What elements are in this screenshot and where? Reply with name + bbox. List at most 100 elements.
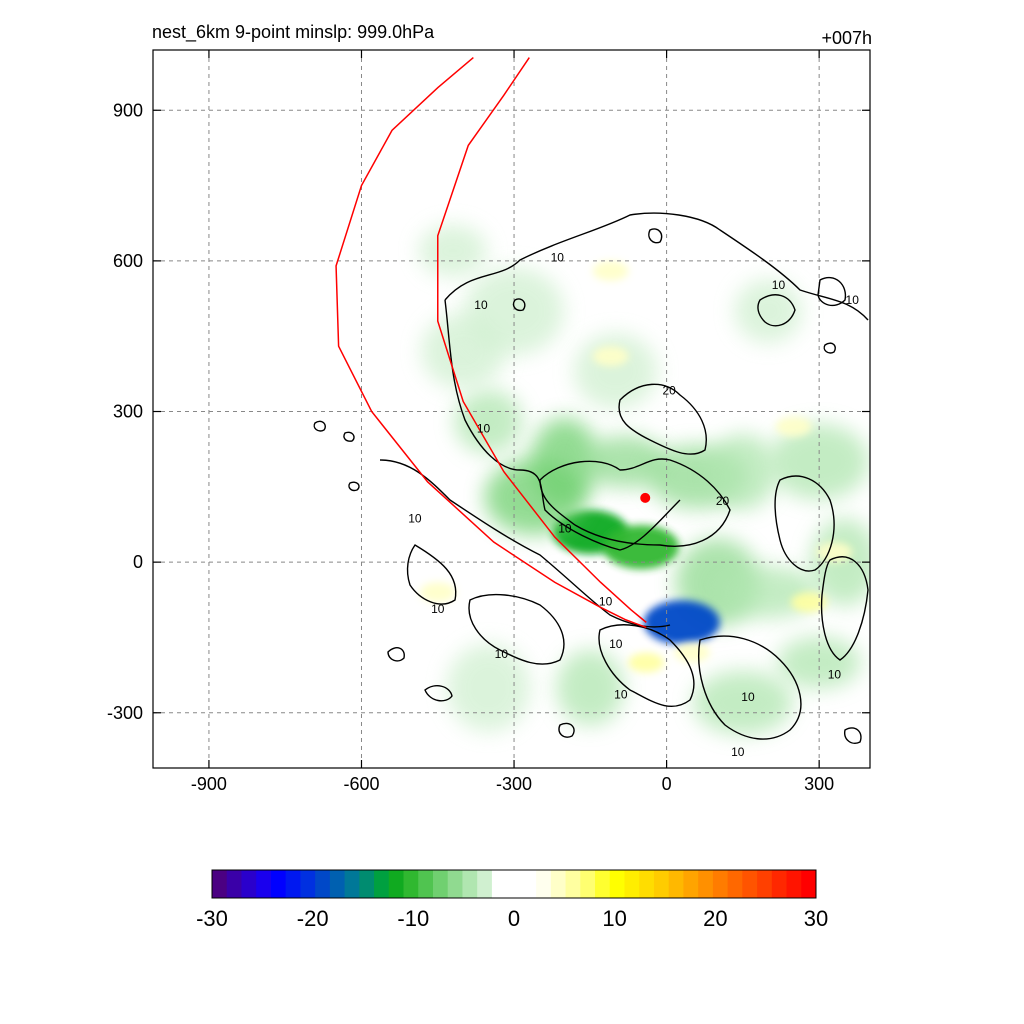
contour-label: 10 <box>772 278 786 292</box>
contour-small10 <box>844 727 862 744</box>
shading-blob-negative <box>530 417 599 506</box>
contour-small5 <box>387 647 405 662</box>
x-axis: -900 -600 -300 0 300 <box>191 50 834 794</box>
contour-ne1 <box>757 294 796 327</box>
colorbar-swatch <box>639 870 655 898</box>
y-tick-label: 0 <box>133 552 143 572</box>
colorbar-swatch <box>786 870 802 898</box>
contour-label: 10 <box>474 298 488 312</box>
contour-south2 <box>598 624 695 707</box>
colorbar-swatch <box>609 870 625 898</box>
colorbar-swatch <box>300 870 316 898</box>
shading-blob-negative <box>556 649 625 726</box>
y-tick-label: -300 <box>107 703 143 723</box>
contour-small2 <box>343 431 355 442</box>
colorbar-swatch <box>462 870 478 898</box>
shading-blob-negative <box>708 433 777 510</box>
shading-blob-positive <box>628 652 665 673</box>
colorbar-tick-label: 0 <box>508 906 520 931</box>
track-line-2 <box>437 57 647 623</box>
contour-small6 <box>823 342 836 354</box>
contour-label: 10 <box>558 522 572 536</box>
colorbar-swatch <box>285 870 301 898</box>
colorbar-swatch <box>388 870 405 898</box>
contour-sw <box>379 459 671 628</box>
contour-label: 10 <box>495 647 509 661</box>
colorbar-swatch <box>683 870 699 898</box>
colorbar-swatch <box>624 870 640 898</box>
colorbar: -30 -20 -10 0 10 20 30 <box>196 869 828 931</box>
plot-frame <box>152 49 871 769</box>
contour-south1 <box>468 593 565 665</box>
colorbar-swatch <box>801 870 817 898</box>
shading-blob-positive <box>790 592 827 613</box>
contour-labels: 10 10 10 10 20 10 20 10 10 10 10 10 10 10 10 10 10 <box>408 251 859 760</box>
plot-area: 10 10 10 10 20 10 20 10 10 10 10 10 10 10 10 10 10 <box>153 50 870 768</box>
plot-title: nest_6km 9-point minslp: 999.0hPa <box>152 22 435 43</box>
colorbar-swatch <box>447 870 463 898</box>
contour-sw2 <box>406 544 457 605</box>
shading-blob-negative <box>419 224 488 277</box>
contour-southeast <box>698 635 802 740</box>
colorbar-swatch <box>226 870 242 898</box>
colorbar-swatch <box>506 870 522 898</box>
colorbar-swatch <box>344 870 360 898</box>
x-tick-label: -600 <box>343 774 379 794</box>
colorbar-swatch <box>698 870 714 898</box>
colorbar-tick-label: -30 <box>196 906 228 931</box>
shading-blob-positive <box>419 582 456 603</box>
contour-label: 10 <box>408 512 422 526</box>
contour-label: 10 <box>477 421 491 435</box>
colorbar-swatch <box>432 870 449 898</box>
y-tick-label: 600 <box>113 251 143 271</box>
colorbar-swatch <box>712 870 729 898</box>
x-tick-label: 0 <box>662 774 672 794</box>
contour-label: 10 <box>609 637 623 651</box>
shading-blob-positive <box>816 542 853 563</box>
colorbar-swatch <box>727 870 743 898</box>
contour-small1 <box>313 420 326 432</box>
colorbar-swatch <box>653 870 670 898</box>
contour-inner-ring <box>539 458 731 547</box>
contour-label: 10 <box>614 687 628 701</box>
x-tick-label: -900 <box>191 774 227 794</box>
y-tick-label: 900 <box>113 100 143 120</box>
contour-small3 <box>348 481 360 492</box>
colorbar-swatch <box>241 870 257 898</box>
contour-label: 10 <box>599 594 613 608</box>
shading-blob-negative <box>454 389 523 454</box>
shading-blob-negative <box>603 525 680 570</box>
forecast-hour-label: +007h <box>821 28 872 48</box>
shading-blob-positive <box>592 346 629 367</box>
contour-lines <box>313 212 869 744</box>
shading-blob-negative <box>464 267 565 356</box>
shading-blob-negative <box>573 333 658 410</box>
x-tick-label: 300 <box>804 774 834 794</box>
shading-blob-negative <box>810 518 870 607</box>
contour-small9 <box>558 722 575 738</box>
contour-west <box>444 299 681 551</box>
contour-small8 <box>512 298 526 312</box>
colorbar-swatch <box>359 870 375 898</box>
colorbar-swatch <box>565 870 581 898</box>
colorbar-tick-label: -20 <box>297 906 329 931</box>
colorbar-swatch <box>418 870 434 898</box>
shading-blob-negative <box>777 636 862 689</box>
shading-blob-positive <box>775 416 812 437</box>
colorbar-swatch <box>550 870 567 898</box>
colorbar-swatch <box>256 870 272 898</box>
contour-label: 10 <box>828 667 842 681</box>
vorticity-shading <box>362 128 870 735</box>
contour-ne2 <box>817 276 847 307</box>
colorbar-swatch <box>521 870 537 898</box>
shading-blob-negative <box>643 600 720 645</box>
contour-label: 20 <box>662 384 676 398</box>
contour-small7 <box>648 228 663 244</box>
colorbar-swatch <box>212 870 228 898</box>
contour-label: 10 <box>431 602 445 616</box>
y-tick-label: 300 <box>113 402 143 422</box>
colorbar-tick-label: 30 <box>804 906 828 931</box>
contour-outer <box>444 212 869 321</box>
contour-label: 10 <box>731 745 745 759</box>
